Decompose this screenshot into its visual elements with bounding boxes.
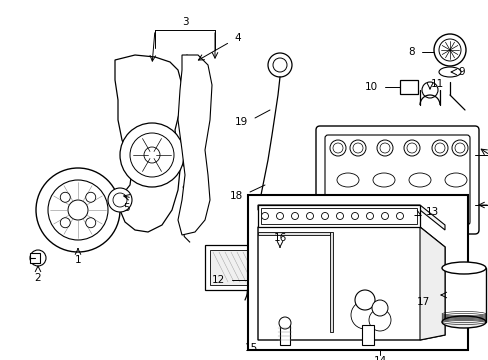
Bar	[280, 325, 289, 345]
Circle shape	[381, 212, 387, 220]
Circle shape	[379, 143, 389, 153]
Circle shape	[261, 212, 268, 220]
Polygon shape	[258, 205, 444, 230]
Circle shape	[376, 140, 392, 156]
Circle shape	[366, 212, 373, 220]
Circle shape	[431, 140, 447, 156]
Text: 9: 9	[458, 67, 465, 77]
Circle shape	[272, 58, 286, 72]
Bar	[399, 80, 417, 94]
Circle shape	[446, 278, 480, 312]
Ellipse shape	[444, 173, 466, 187]
Circle shape	[30, 250, 46, 266]
Bar	[258, 205, 419, 227]
Bar	[254, 248, 305, 278]
Circle shape	[433, 34, 465, 66]
Ellipse shape	[441, 316, 485, 328]
Text: 12: 12	[211, 275, 224, 285]
Text: 19: 19	[234, 117, 247, 127]
Circle shape	[306, 212, 313, 220]
Circle shape	[60, 218, 70, 228]
Circle shape	[143, 147, 160, 163]
Polygon shape	[419, 227, 444, 340]
Circle shape	[332, 143, 342, 153]
Bar	[441, 268, 485, 322]
Circle shape	[454, 143, 464, 153]
Circle shape	[113, 193, 127, 207]
Circle shape	[85, 192, 96, 202]
Polygon shape	[115, 55, 182, 232]
Circle shape	[351, 212, 358, 220]
Polygon shape	[178, 55, 212, 235]
Circle shape	[396, 212, 403, 220]
Text: 5: 5	[122, 203, 129, 213]
Circle shape	[354, 290, 374, 310]
Bar	[209, 250, 249, 285]
Text: 10: 10	[364, 82, 377, 92]
FancyBboxPatch shape	[325, 135, 469, 225]
Circle shape	[267, 53, 291, 77]
Circle shape	[350, 301, 378, 329]
Text: 13: 13	[425, 207, 438, 217]
Circle shape	[108, 188, 132, 212]
Circle shape	[321, 212, 328, 220]
Text: 11: 11	[429, 79, 443, 89]
Text: 6: 6	[487, 137, 488, 147]
Ellipse shape	[336, 173, 358, 187]
Circle shape	[441, 273, 485, 317]
Circle shape	[451, 140, 467, 156]
Circle shape	[48, 180, 108, 240]
Bar	[204, 245, 309, 290]
Bar	[30, 253, 40, 263]
Text: 14: 14	[373, 356, 386, 360]
Ellipse shape	[441, 262, 485, 274]
Circle shape	[291, 212, 298, 220]
FancyBboxPatch shape	[315, 126, 478, 234]
Text: 2: 2	[35, 273, 41, 283]
Bar	[261, 208, 416, 224]
Circle shape	[438, 39, 460, 61]
Bar	[258, 232, 329, 235]
Circle shape	[403, 140, 419, 156]
Circle shape	[279, 317, 290, 329]
Text: 18: 18	[229, 191, 243, 201]
Circle shape	[336, 212, 343, 220]
Circle shape	[352, 143, 362, 153]
Circle shape	[85, 218, 96, 228]
Text: 8: 8	[407, 47, 414, 57]
Text: 3: 3	[182, 17, 188, 27]
Circle shape	[120, 123, 183, 187]
Circle shape	[371, 300, 387, 316]
Text: 1: 1	[75, 255, 81, 265]
Circle shape	[368, 309, 390, 331]
Circle shape	[60, 192, 70, 202]
Text: 16: 16	[273, 233, 286, 243]
Ellipse shape	[408, 173, 430, 187]
Circle shape	[434, 143, 444, 153]
Text: 17: 17	[416, 297, 429, 307]
Ellipse shape	[438, 67, 460, 77]
Circle shape	[329, 140, 346, 156]
Circle shape	[421, 82, 437, 98]
Text: 7: 7	[487, 207, 488, 217]
Circle shape	[276, 212, 283, 220]
Circle shape	[68, 200, 88, 220]
Text: 15: 15	[244, 343, 258, 353]
Circle shape	[349, 140, 365, 156]
Bar	[361, 325, 373, 345]
Ellipse shape	[372, 173, 394, 187]
Bar	[329, 232, 332, 332]
Circle shape	[36, 168, 120, 252]
Text: 4: 4	[234, 33, 241, 43]
Bar	[247, 195, 467, 350]
Circle shape	[406, 143, 416, 153]
Circle shape	[130, 133, 174, 177]
Polygon shape	[258, 227, 444, 340]
